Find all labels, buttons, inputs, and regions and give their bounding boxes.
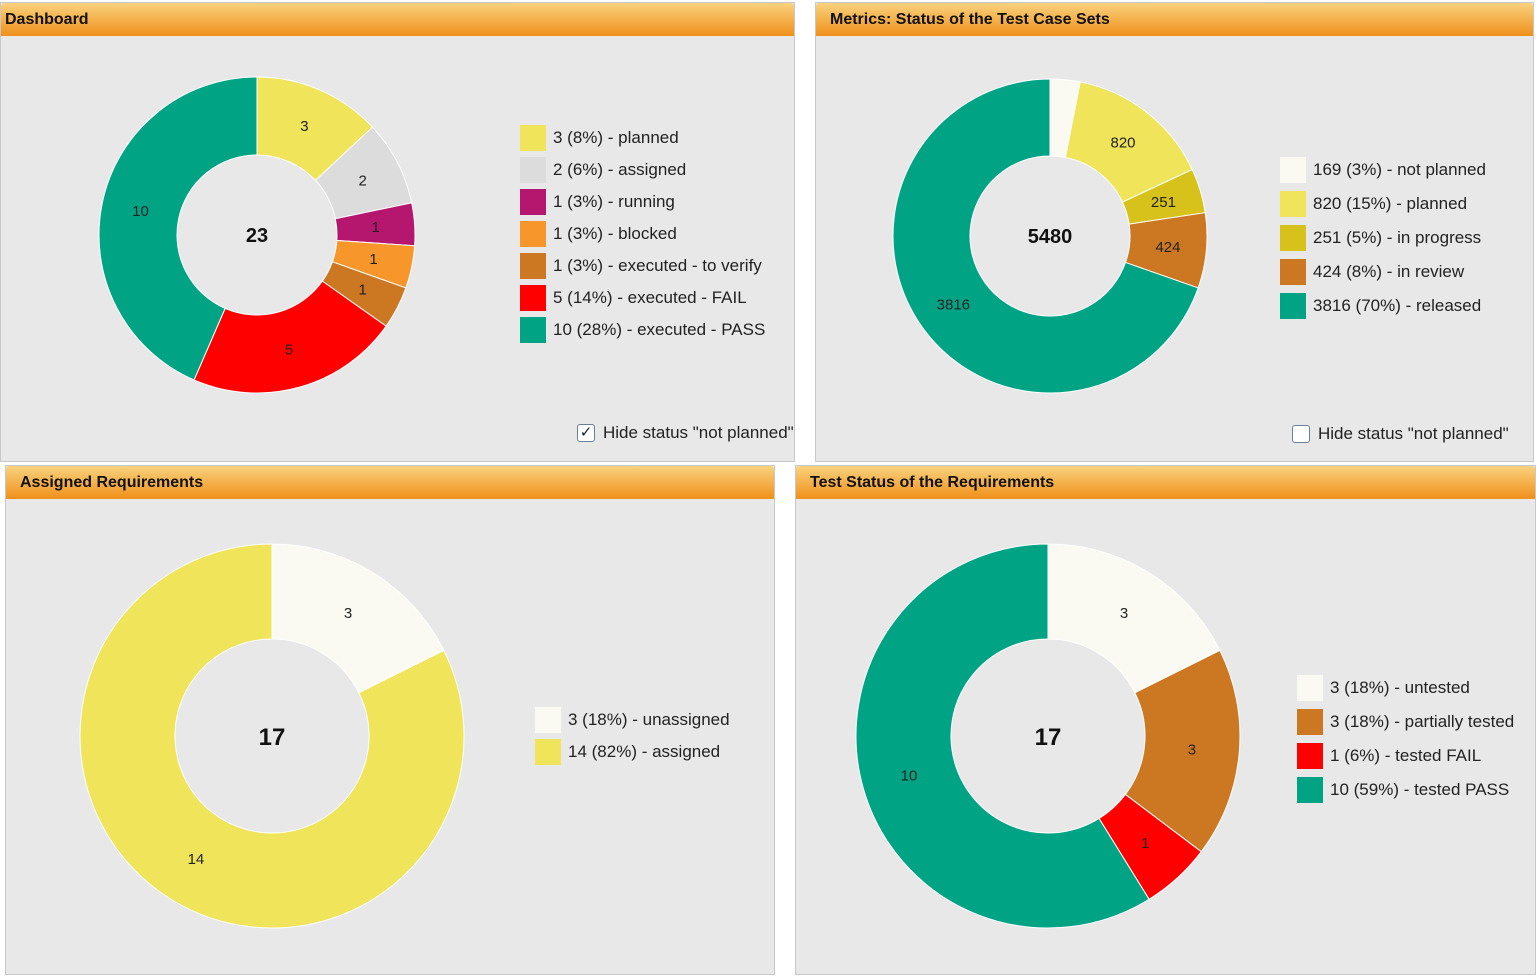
legend-test-case-sets: 169 (3%) - not planned 820 (15%) - planne… xyxy=(1280,153,1486,323)
legend-swatch xyxy=(520,189,546,215)
legend-swatch xyxy=(1297,777,1323,803)
donut-total: 23 xyxy=(246,225,268,247)
legend-item: 3 (18%) - unassigned xyxy=(535,704,730,736)
legend-label: 820 (15%) - planned xyxy=(1313,194,1468,213)
slice-label: 1 xyxy=(358,282,366,299)
legend-item: 14 (82%) - assigned xyxy=(535,736,730,768)
legend-label: 3 (8%) - planned xyxy=(553,128,679,147)
legend-item: 1 (6%) - tested FAIL xyxy=(1297,739,1514,773)
panel-title: Assigned Requirements xyxy=(6,466,774,499)
slice-label: 1 xyxy=(369,251,377,268)
slice-label: 3816 xyxy=(937,297,970,314)
legend-item: 1 (3%) - running xyxy=(520,186,765,218)
legend-label: 1 (3%) - running xyxy=(553,192,675,211)
slice-label: 424 xyxy=(1155,239,1180,256)
hide-not-planned-checkbox[interactable]: Hide status "not planned" xyxy=(1292,424,1509,444)
legend-swatch xyxy=(520,285,546,311)
slice-label: 2 xyxy=(358,172,366,189)
legend-item: 10 (59%) - tested PASS xyxy=(1297,773,1514,807)
legend-swatch xyxy=(1297,709,1323,735)
checkbox-label: Hide status "not planned" xyxy=(1318,424,1509,443)
legend-label: 14 (82%) - assigned xyxy=(568,742,721,761)
slice-label: 14 xyxy=(188,851,205,868)
slice-executed-FAIL xyxy=(193,280,387,394)
legend-label: 251 (5%) - in progress xyxy=(1313,228,1482,247)
legend-swatch xyxy=(1280,293,1306,319)
legend-swatch xyxy=(520,125,546,151)
legend-item: 10 (28%) - executed - PASS xyxy=(520,314,765,346)
legend-label: 3 (18%) - unassigned xyxy=(568,710,730,729)
legend-swatch xyxy=(535,707,561,733)
legend-item: 5 (14%) - executed - FAIL xyxy=(520,282,765,314)
legend-item: 820 (15%) - planned xyxy=(1280,187,1486,221)
legend-item: 3 (8%) - planned xyxy=(520,122,765,154)
legend-swatch xyxy=(1297,675,1323,701)
legend-swatch xyxy=(1280,225,1306,251)
slice-label: 3 xyxy=(1188,741,1196,758)
legend-dashboard: 3 (8%) - planned 2 (6%) - assigned 1 (3%) … xyxy=(520,122,765,346)
legend-item: 3816 (70%) - released xyxy=(1280,289,1486,323)
legend-assigned-requirements: 3 (18%) - unassigned 14 (82%) - assigned xyxy=(535,704,730,768)
legend-test-status: 3 (18%) - untested 3 (18%) - partially te… xyxy=(1297,671,1514,807)
legend-item: 3 (18%) - partially tested xyxy=(1297,705,1514,739)
panel-test-case-sets: Metrics: Status of the Test Case Sets xyxy=(815,2,1534,462)
legend-swatch xyxy=(1280,157,1306,183)
slice-released xyxy=(892,78,1199,394)
legend-item: 1 (3%) - executed - to verify xyxy=(520,250,765,282)
legend-swatch xyxy=(520,157,546,183)
legend-swatch xyxy=(520,317,546,343)
slice-label: 10 xyxy=(901,768,918,785)
legend-label: 3816 (70%) - released xyxy=(1313,296,1482,315)
slice-label: 251 xyxy=(1151,194,1176,211)
slice-unassigned xyxy=(271,543,445,694)
legend-swatch xyxy=(1280,191,1306,217)
legend-item: 251 (5%) - in progress xyxy=(1280,221,1486,255)
legend-swatch xyxy=(520,221,546,247)
legend-label: 5 (14%) - executed - FAIL xyxy=(553,288,747,307)
donut-total: 17 xyxy=(1035,724,1062,751)
legend-label: 10 (59%) - tested PASS xyxy=(1330,780,1510,799)
legend-label: 169 (3%) - not planned xyxy=(1313,160,1486,179)
legend-item: 169 (3%) - not planned xyxy=(1280,153,1486,187)
donut-total: 17 xyxy=(259,724,286,751)
legend-swatch xyxy=(535,739,561,765)
legend-label: 3 (18%) - partially tested xyxy=(1330,712,1515,731)
legend-label: 1 (3%) - blocked xyxy=(553,224,677,243)
slice-label: 820 xyxy=(1110,135,1135,152)
slice-tested-PASS xyxy=(855,543,1150,929)
legend-label: 10 (28%) - executed - PASS xyxy=(553,320,766,339)
slice-partially-tested xyxy=(1124,649,1241,853)
panel-title: Dashboard xyxy=(1,3,794,36)
legend-swatch xyxy=(1297,743,1323,769)
legend-label: 424 (8%) - in review xyxy=(1313,262,1465,281)
legend-label: 3 (18%) - untested xyxy=(1330,678,1470,697)
legend-swatch xyxy=(520,253,546,279)
slice-label: 3 xyxy=(344,605,352,622)
slice-label: 1 xyxy=(1141,835,1149,852)
legend-swatch xyxy=(1280,259,1306,285)
panel-title: Test Status of the Requirements xyxy=(796,466,1535,499)
legend-item: 2 (6%) - assigned xyxy=(520,154,765,186)
slice-untested xyxy=(1047,543,1221,694)
donut-total: 5480 xyxy=(1028,226,1073,248)
legend-label: 1 (6%) - tested FAIL xyxy=(1330,746,1482,765)
hide-not-planned-checkbox[interactable]: ✓ Hide status "not planned" xyxy=(577,423,794,443)
panel-title: Metrics: Status of the Test Case Sets xyxy=(816,3,1533,36)
legend-item: 424 (8%) - in review xyxy=(1280,255,1486,289)
slice-label: 10 xyxy=(132,203,149,220)
legend-item: 1 (3%) - blocked xyxy=(520,218,765,250)
checkbox-checked-icon[interactable]: ✓ xyxy=(577,424,595,442)
slice-assigned xyxy=(79,543,465,929)
legend-item: 3 (18%) - untested xyxy=(1297,671,1514,705)
slice-label: 1 xyxy=(372,219,380,236)
legend-label: 1 (3%) - executed - to verify xyxy=(553,256,762,275)
legend-label: 2 (6%) - assigned xyxy=(553,160,687,179)
checkbox-label: Hide status "not planned" xyxy=(603,423,794,442)
slice-executed-PASS xyxy=(98,76,258,381)
slice-label: 3 xyxy=(300,118,308,135)
checkbox-unchecked-icon[interactable] xyxy=(1292,425,1310,443)
slice-label: 3 xyxy=(1120,605,1128,622)
slice-label: 5 xyxy=(285,342,293,359)
